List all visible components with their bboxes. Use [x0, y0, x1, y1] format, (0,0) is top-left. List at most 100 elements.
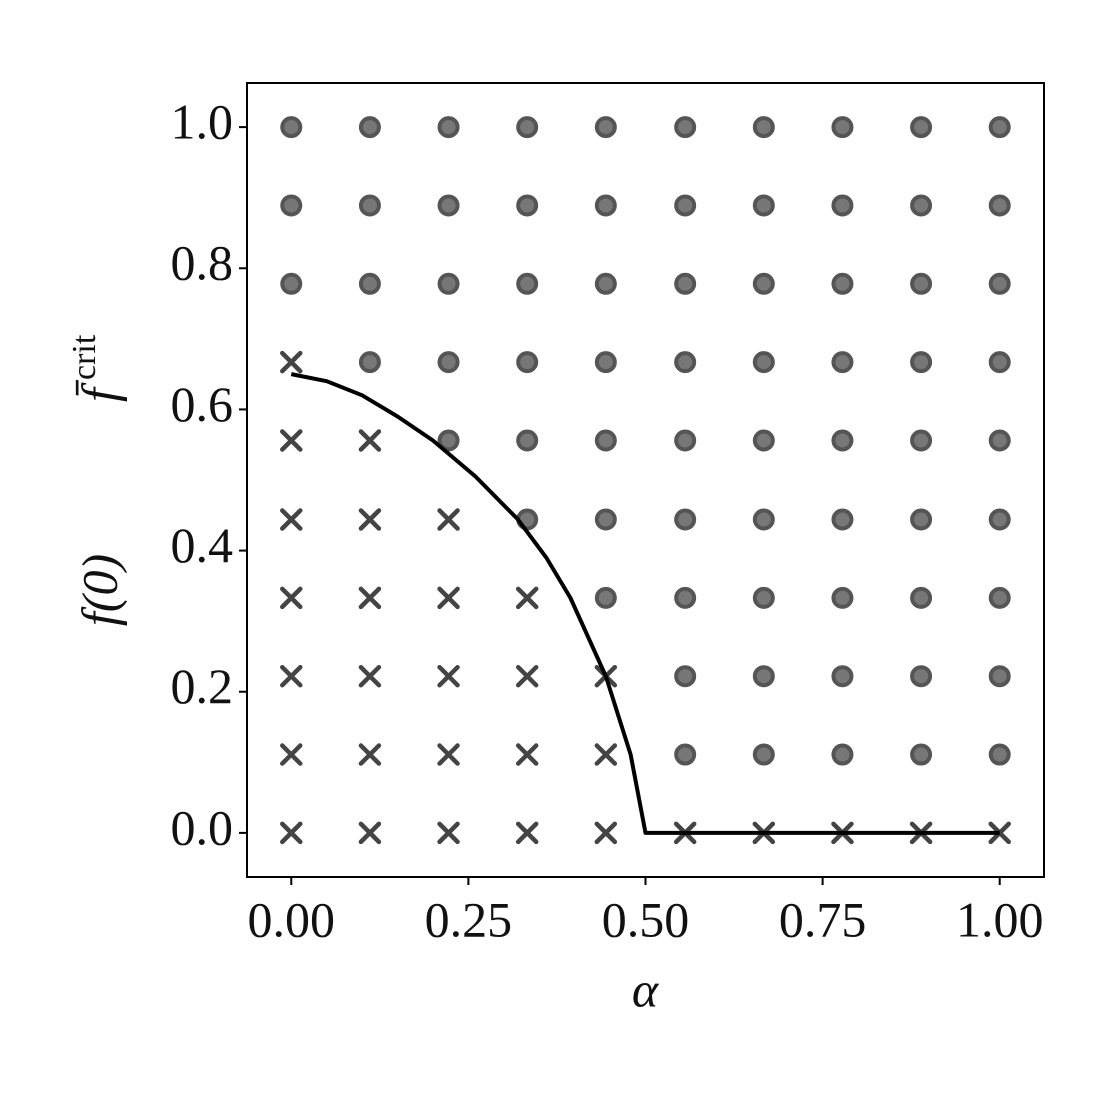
y-tick-label: 0.8: [171, 235, 234, 291]
circle-marker: [831, 116, 854, 139]
circle-marker: [358, 116, 381, 139]
circle-marker: [752, 194, 775, 217]
circle-marker: [831, 508, 854, 531]
circle-marker: [831, 272, 854, 295]
cross-marker: [358, 664, 382, 688]
circle-marker: [988, 665, 1011, 688]
circle-marker: [988, 116, 1011, 139]
circle-marker: [910, 429, 933, 452]
circle-marker: [674, 351, 697, 374]
circle-marker: [910, 272, 933, 295]
cross-marker: [515, 821, 539, 845]
circle-marker: [594, 116, 617, 139]
cross-marker: [358, 429, 382, 452]
y-tick-label: 0.6: [171, 376, 234, 432]
circle-marker: [280, 272, 303, 295]
cross-stroke: [280, 664, 303, 688]
cross-stroke: [280, 586, 303, 610]
circle-marker: [831, 429, 854, 452]
circle-marker: [674, 508, 697, 531]
cross-stroke: [437, 508, 460, 531]
circle-marker: [831, 586, 854, 609]
circle-marker: [988, 586, 1011, 609]
cross-marker: [437, 664, 460, 688]
cross-marker: [515, 664, 539, 688]
cross-marker: [358, 508, 382, 531]
cross-marker: [437, 586, 460, 610]
cross-marker: [280, 508, 303, 531]
circle-marker: [437, 194, 460, 217]
circle-marker: [910, 586, 933, 609]
circle-marker: [516, 351, 539, 374]
cross-marker: [515, 586, 539, 610]
circle-marker: [594, 429, 617, 452]
circle-marker: [752, 429, 775, 452]
circle-marker: [674, 272, 697, 295]
circle-marker: [988, 272, 1011, 295]
circle-marker: [831, 743, 854, 766]
y-label-superscript: crit: [66, 334, 103, 380]
cross-stroke: [594, 743, 618, 766]
cross-marker: [437, 821, 460, 845]
circle-marker: [280, 116, 303, 139]
circle-marker: [988, 351, 1011, 374]
cross-stroke: [515, 743, 539, 766]
cross-stroke: [358, 508, 382, 531]
circle-marker: [910, 116, 933, 139]
cross-stroke: [437, 664, 460, 688]
cross-marker: [280, 350, 303, 374]
y-tick-label: 0.4: [171, 517, 234, 573]
circle-marker: [988, 743, 1011, 766]
circle-marker: [752, 272, 775, 295]
circle-marker: [594, 586, 617, 609]
cross-stroke: [358, 429, 382, 452]
cross-stroke: [358, 586, 382, 610]
circle-marker: [516, 116, 539, 139]
circle-marker: [831, 194, 854, 217]
cross-stroke: [437, 821, 460, 845]
circle-marker: [358, 351, 381, 374]
cross-marker: [437, 508, 460, 531]
circle-marker: [516, 194, 539, 217]
circle-marker: [437, 351, 460, 374]
cross-stroke: [358, 821, 382, 845]
y-axis-label: f(0) f̄ crit: [66, 334, 128, 626]
circle-marker: [752, 586, 775, 609]
circle-marker: [831, 665, 854, 688]
x-axis-label: α: [632, 961, 660, 1017]
circle-marker: [910, 665, 933, 688]
circle-marker: [910, 194, 933, 217]
cross-marker: [515, 743, 539, 766]
circle-marker: [437, 116, 460, 139]
circle-marker: [594, 351, 617, 374]
circle-marker: [358, 272, 381, 295]
cross-marker: [594, 821, 618, 845]
cross-stroke: [358, 743, 382, 766]
circle-marker: [988, 194, 1011, 217]
x-tick-label: 0.25: [425, 891, 513, 947]
circle-marker: [437, 272, 460, 295]
y-tick-label: 1.0: [171, 94, 234, 150]
circle-marker: [516, 272, 539, 295]
cross-marker: [280, 821, 303, 845]
circle-marker: [674, 429, 697, 452]
cross-stroke: [280, 508, 303, 531]
cross-stroke: [280, 429, 303, 452]
x-tick-label: 0.75: [779, 891, 867, 947]
cross-marker: [594, 743, 618, 766]
circle-marker: [674, 194, 697, 217]
circle-marker: [752, 665, 775, 688]
curve: [290, 372, 1000, 835]
y-tick-label: 0.0: [171, 799, 234, 855]
cross-marker: [358, 821, 382, 845]
circle-marker: [280, 194, 303, 217]
circle-marker: [437, 429, 460, 452]
circle-marker: [988, 429, 1011, 452]
circle-marker: [674, 665, 697, 688]
circle-marker: [752, 508, 775, 531]
plot-frame: [246, 82, 1045, 878]
circle-marker: [752, 351, 775, 374]
circle-marker: [594, 272, 617, 295]
x-tick-label: 0.50: [602, 891, 690, 947]
